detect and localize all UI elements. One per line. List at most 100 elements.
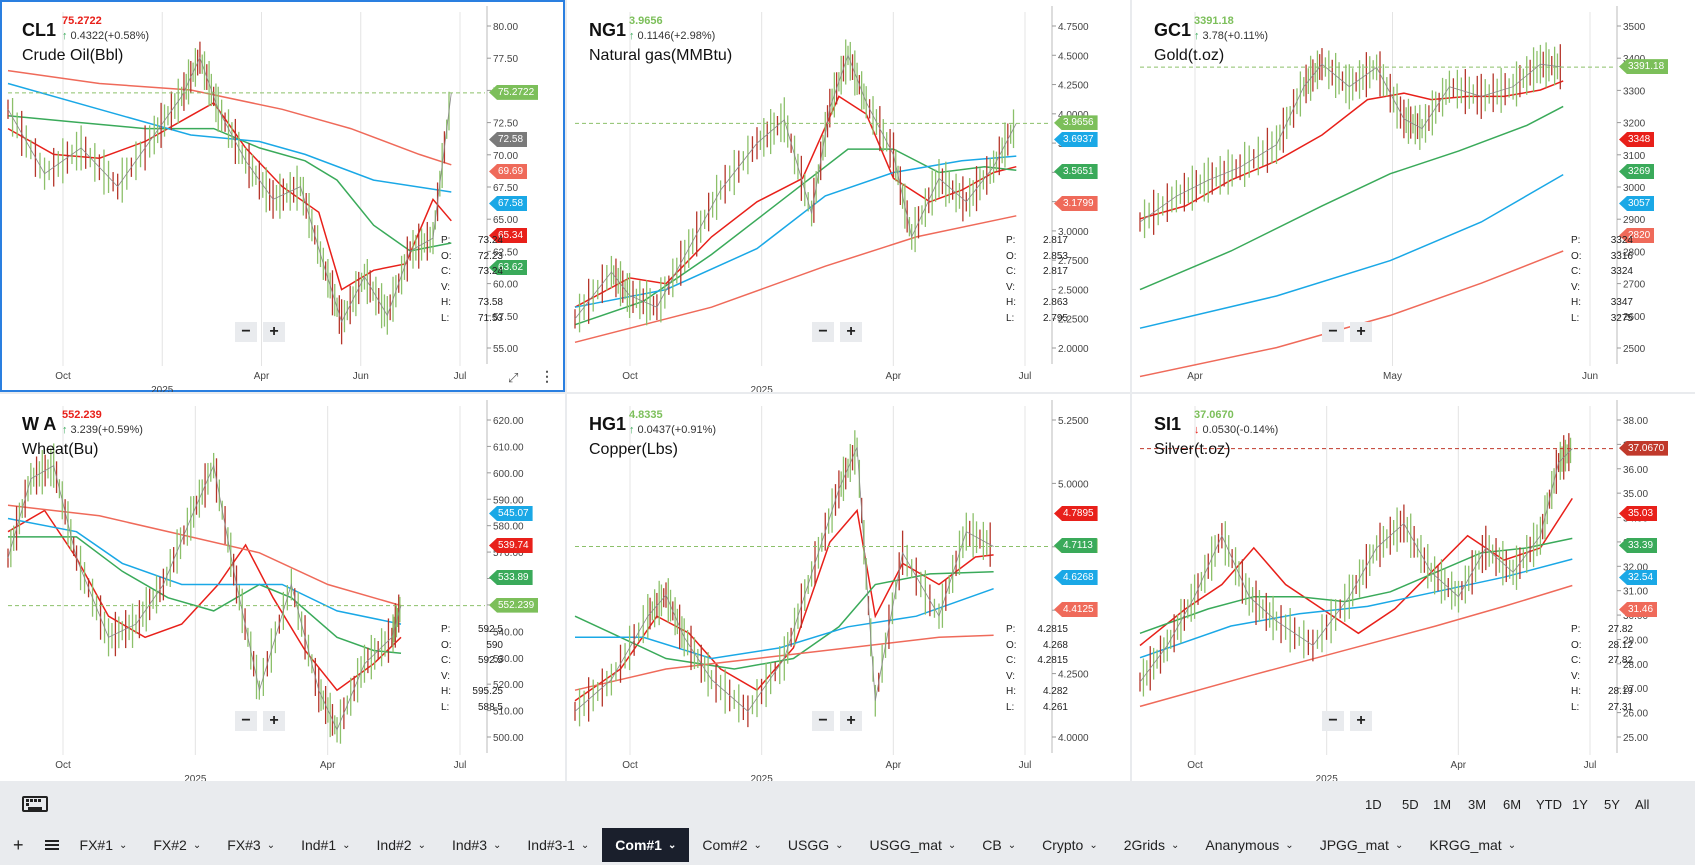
chevron-down-icon[interactable]: ⌄ [1507, 839, 1517, 851]
zoom-out-button[interactable]: − [812, 711, 834, 731]
list-icon[interactable] [37, 828, 67, 862]
y-tick-label: 60.00 [493, 280, 518, 291]
tab-fx-2[interactable]: FX#2 ⌄ [140, 828, 214, 862]
tab-krgg-mat[interactable]: KRGG_mat ⌄ [1416, 828, 1529, 862]
chevron-down-icon[interactable]: ⌄ [342, 839, 351, 851]
price-tag: 72.58 [489, 132, 528, 147]
x-tick-label: 2025 [751, 774, 774, 781]
chart-panel-si1[interactable]: 38.0037.0036.0035.0034.0033.0032.0031.00… [1132, 394, 1695, 781]
range-button-5d[interactable]: 5D [1402, 796, 1419, 812]
y-tick-label: 35.00 [1623, 489, 1648, 500]
price-tag: 3.1799 [1054, 196, 1098, 211]
chart-last-price: 3.9656 [629, 15, 663, 27]
tab-2grids[interactable]: 2Grids ⌄ [1111, 828, 1193, 862]
range-button-6m[interactable]: 6M [1503, 796, 1522, 812]
tab-com-1[interactable]: Com#1 ⌄ [602, 828, 690, 862]
range-button-all[interactable]: All [1635, 796, 1650, 812]
tab-label: USGG_mat [869, 837, 942, 853]
chevron-down-icon[interactable]: ⌄ [580, 839, 590, 851]
tab-usgg-mat[interactable]: USGG_mat ⌄ [857, 828, 970, 862]
range-button-5y[interactable]: 5Y [1604, 796, 1620, 812]
price-tag: 2820 [1619, 228, 1655, 243]
price-tag: 3269 [1619, 164, 1655, 179]
tab-ananymous[interactable]: Ananymous ⌄ [1192, 828, 1306, 862]
chevron-down-icon[interactable]: ⌄ [667, 839, 677, 851]
chevron-down-icon[interactable]: ⌄ [1170, 839, 1180, 851]
zoom-controls: − + [812, 711, 862, 731]
chevron-down-icon[interactable]: ⌄ [417, 839, 426, 851]
tab-ind-3[interactable]: Ind#3 ⌄ [439, 828, 514, 862]
y-tick-label: 2800 [1623, 247, 1646, 258]
x-tick-label: Jul [1584, 760, 1597, 771]
moving-average-line [1139, 80, 1564, 220]
zoom-in-button[interactable]: + [1350, 711, 1372, 731]
chart-panel-gc1[interactable]: 3500340033003200310030002900280027002600… [1132, 0, 1695, 392]
x-tick-label: 2025 [151, 385, 174, 392]
more-options-icon[interactable]: ⋮ [540, 368, 554, 384]
y-tick-label: 590.00 [493, 495, 524, 506]
expand-icon[interactable]: ⤢ [508, 370, 519, 385]
range-button-1y[interactable]: 1Y [1572, 796, 1588, 812]
zoom-out-button[interactable]: − [812, 322, 834, 342]
chevron-down-icon[interactable]: ⌄ [835, 839, 844, 851]
zoom-out-button[interactable]: − [1322, 322, 1344, 342]
y-tick-label: 510.00 [493, 707, 524, 718]
tab-ind-3-1[interactable]: Ind#3-1 ⌄ [514, 828, 602, 862]
moving-average-line [574, 508, 994, 702]
range-button-3m[interactable]: 3M [1468, 796, 1487, 812]
keyboard-icon[interactable] [22, 796, 48, 812]
chart-panel-wa[interactable]: 620.00610.00600.00590.00580.00570.00560.… [0, 394, 565, 781]
add-tab-button[interactable]: + [13, 834, 24, 855]
tab-ind-1[interactable]: Ind#1 ⌄ [288, 828, 363, 862]
tab-crypto[interactable]: Crypto ⌄ [1029, 828, 1111, 862]
y-tick-label: 520.00 [493, 680, 524, 691]
x-tick-label: Oct [55, 760, 71, 771]
chart-panel-ng1[interactable]: 4.75004.50004.25004.00003.75003.50003.25… [567, 0, 1130, 392]
y-tick-label: 2.5000 [1058, 285, 1089, 296]
tab-cb[interactable]: CB ⌄ [969, 828, 1029, 862]
tab-usgg[interactable]: USGG ⌄ [775, 828, 857, 862]
x-tick-label: Apr [1451, 760, 1467, 771]
tab-com-2[interactable]: Com#2 ⌄ [689, 828, 775, 862]
zoom-out-button[interactable]: − [235, 322, 257, 342]
range-button-ytd[interactable]: YTD [1536, 796, 1562, 812]
chevron-down-icon[interactable]: ⌄ [192, 839, 202, 851]
chevron-down-icon[interactable]: ⌄ [1007, 839, 1017, 851]
zoom-in-button[interactable]: + [840, 322, 862, 342]
moving-average-line [7, 101, 452, 291]
ohlc-row-v: V: [441, 670, 451, 682]
chevron-down-icon[interactable]: ⌄ [1089, 839, 1098, 851]
zoom-in-button[interactable]: + [263, 711, 285, 731]
zoom-out-button[interactable]: − [1322, 711, 1344, 731]
moving-average-line [7, 504, 402, 607]
chevron-down-icon[interactable]: ⌄ [493, 839, 502, 851]
ohlc-row-l: L: 4.261 [1006, 701, 1068, 713]
chevron-down-icon[interactable]: ⌄ [1394, 839, 1404, 851]
y-tick-label: 4.0000 [1058, 110, 1089, 121]
chevron-down-icon[interactable]: ⌄ [266, 839, 276, 851]
price-tag: 33.39 [1619, 538, 1658, 553]
chevron-down-icon[interactable]: ⌄ [753, 839, 762, 851]
tab-jpgg-mat[interactable]: JPGG_mat ⌄ [1307, 828, 1417, 862]
chevron-down-icon[interactable]: ⌄ [118, 839, 128, 851]
range-button-1m[interactable]: 1M [1433, 796, 1452, 812]
zoom-in-button[interactable]: + [263, 322, 285, 342]
moving-average-line [574, 95, 1017, 308]
zoom-in-button[interactable]: + [840, 711, 862, 731]
range-button-1d[interactable]: 1D [1365, 796, 1382, 812]
zoom-in-button[interactable]: + [1350, 322, 1372, 342]
tab-fx-1[interactable]: FX#1 ⌄ [67, 828, 141, 862]
chart-panel-hg1[interactable]: 5.25005.00004.75004.50004.25004.0000Oct2… [567, 394, 1130, 781]
ohlc-row-h: H: 4.282 [1006, 686, 1068, 697]
tab-fx-3[interactable]: FX#3 ⌄ [214, 828, 288, 862]
zoom-out-button[interactable]: − [235, 711, 257, 731]
moving-average-line [7, 82, 452, 193]
chevron-down-icon[interactable]: ⌄ [1285, 839, 1294, 851]
chart-svg: 620.00610.00600.00590.00580.00570.00560.… [7, 400, 524, 781]
chart-panel-cl1[interactable]: 80.0077.5075.0072.5070.0067.5065.0062.50… [0, 0, 565, 392]
tab-ind-2[interactable]: Ind#2 ⌄ [364, 828, 439, 862]
price-line [7, 56, 452, 323]
chevron-down-icon[interactable]: ⌄ [947, 839, 957, 851]
tab-label: Ind#2 [376, 837, 412, 853]
moving-average-line [574, 155, 1017, 308]
